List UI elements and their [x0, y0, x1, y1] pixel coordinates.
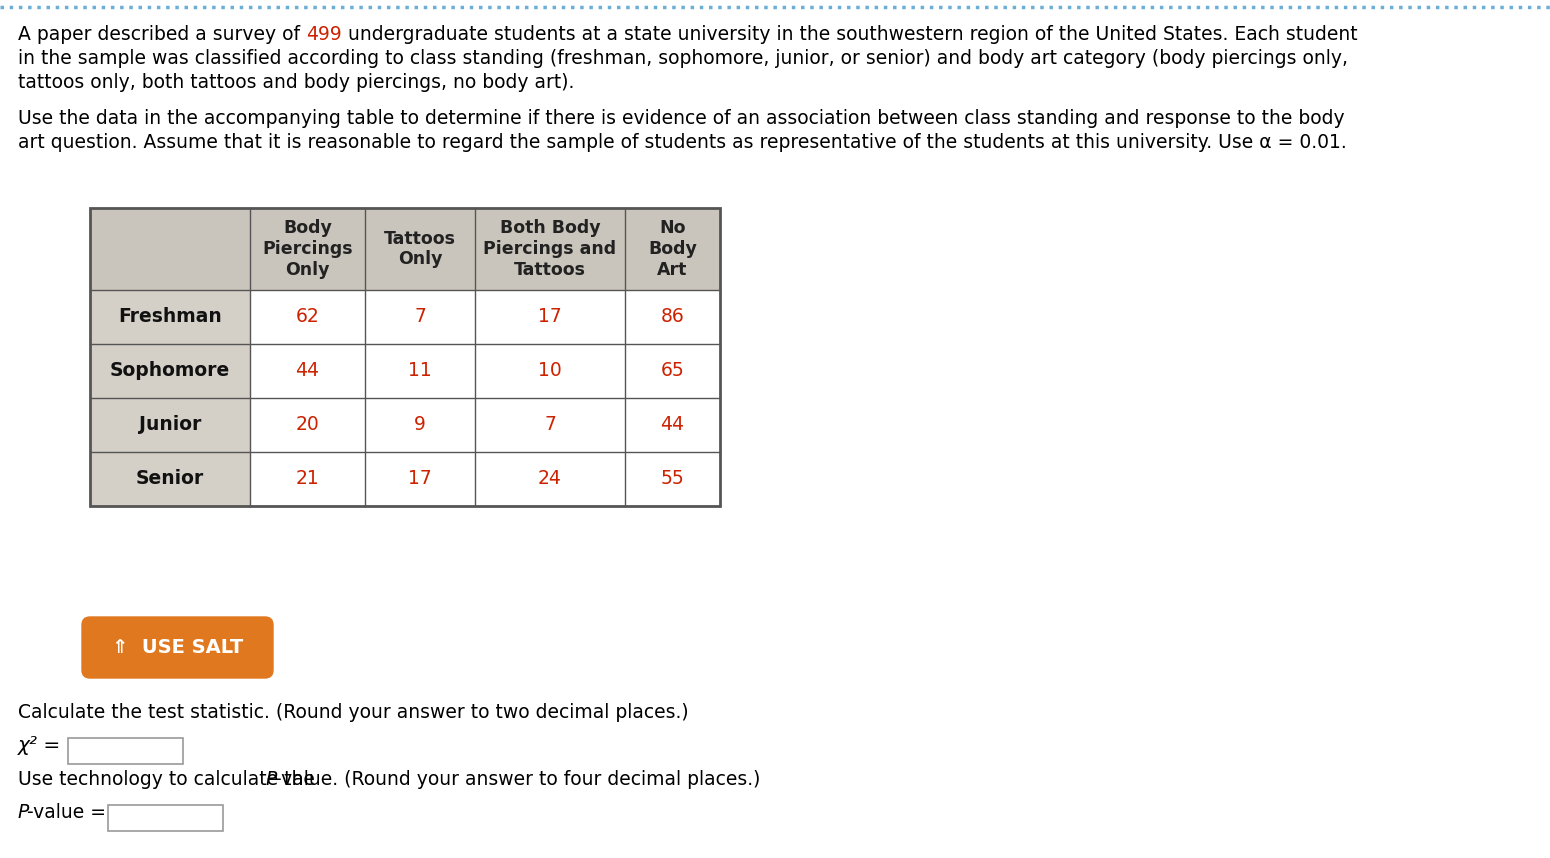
Bar: [90, 452, 250, 506]
Bar: [109, 805, 223, 831]
Text: 44: 44: [296, 361, 319, 380]
Text: Freshman: Freshman: [118, 307, 222, 327]
Text: 86: 86: [660, 307, 685, 327]
Bar: [90, 208, 721, 506]
FancyBboxPatch shape: [82, 617, 273, 678]
Text: 499: 499: [305, 25, 341, 44]
Text: Junior: Junior: [140, 415, 202, 434]
Text: 11: 11: [408, 361, 432, 380]
Text: No
Body
Art: No Body Art: [648, 219, 698, 279]
Bar: [364, 452, 474, 506]
Text: Use technology to calculate the: Use technology to calculate the: [19, 770, 321, 789]
Text: 65: 65: [660, 361, 685, 380]
Text: 7: 7: [414, 307, 426, 327]
Text: ⇑  USE SALT: ⇑ USE SALT: [112, 638, 243, 657]
Bar: [364, 344, 474, 398]
Text: 17: 17: [538, 307, 561, 327]
Text: 62: 62: [296, 307, 319, 327]
Bar: [250, 344, 364, 398]
Text: 24: 24: [538, 469, 563, 488]
Bar: [625, 452, 721, 506]
Bar: [68, 738, 183, 764]
Text: Body
Piercings
Only: Body Piercings Only: [262, 219, 353, 279]
Text: Sophomore: Sophomore: [110, 361, 229, 380]
Text: 17: 17: [408, 469, 432, 488]
Text: -value =: -value =: [26, 803, 105, 822]
Bar: [474, 452, 625, 506]
Text: Senior: Senior: [136, 469, 205, 488]
Bar: [364, 290, 474, 344]
Text: 21: 21: [296, 469, 319, 488]
Text: P: P: [19, 803, 29, 822]
Text: Use the data in the accompanying table to determine if there is evidence of an a: Use the data in the accompanying table t…: [19, 109, 1345, 128]
Bar: [474, 398, 625, 452]
Bar: [625, 344, 721, 398]
Text: -value. (Round your answer to four decimal places.): -value. (Round your answer to four decim…: [274, 770, 761, 789]
Text: Both Body
Piercings and
Tattoos: Both Body Piercings and Tattoos: [484, 219, 617, 279]
Text: 10: 10: [538, 361, 561, 380]
Text: P: P: [267, 770, 277, 789]
Text: 55: 55: [660, 469, 685, 488]
Text: in the sample was classified according to class standing (freshman, sophomore, j: in the sample was classified according t…: [19, 49, 1348, 68]
Bar: [474, 290, 625, 344]
Bar: [90, 208, 721, 290]
Text: χ² =: χ² =: [19, 736, 62, 755]
Text: Tattoos
Only: Tattoos Only: [384, 230, 456, 269]
Text: art question. Assume that it is reasonable to regard the sample of students as r: art question. Assume that it is reasonab…: [19, 133, 1347, 152]
Text: undergraduate students at a state university in the southwestern region of the U: undergraduate students at a state univer…: [341, 25, 1358, 44]
Bar: [250, 398, 364, 452]
Text: 9: 9: [414, 415, 426, 434]
Text: 7: 7: [544, 415, 556, 434]
Text: 44: 44: [660, 415, 685, 434]
Bar: [364, 398, 474, 452]
Bar: [625, 398, 721, 452]
Text: tattoos only, both tattoos and body piercings, no body art).: tattoos only, both tattoos and body pier…: [19, 73, 575, 92]
Bar: [90, 290, 250, 344]
Bar: [250, 452, 364, 506]
Text: A paper described a survey of: A paper described a survey of: [19, 25, 305, 44]
Bar: [90, 344, 250, 398]
Bar: [90, 398, 250, 452]
Bar: [250, 290, 364, 344]
Bar: [474, 344, 625, 398]
Text: Calculate the test statistic. (Round your answer to two decimal places.): Calculate the test statistic. (Round you…: [19, 703, 688, 722]
Bar: [625, 290, 721, 344]
Text: 20: 20: [296, 415, 319, 434]
